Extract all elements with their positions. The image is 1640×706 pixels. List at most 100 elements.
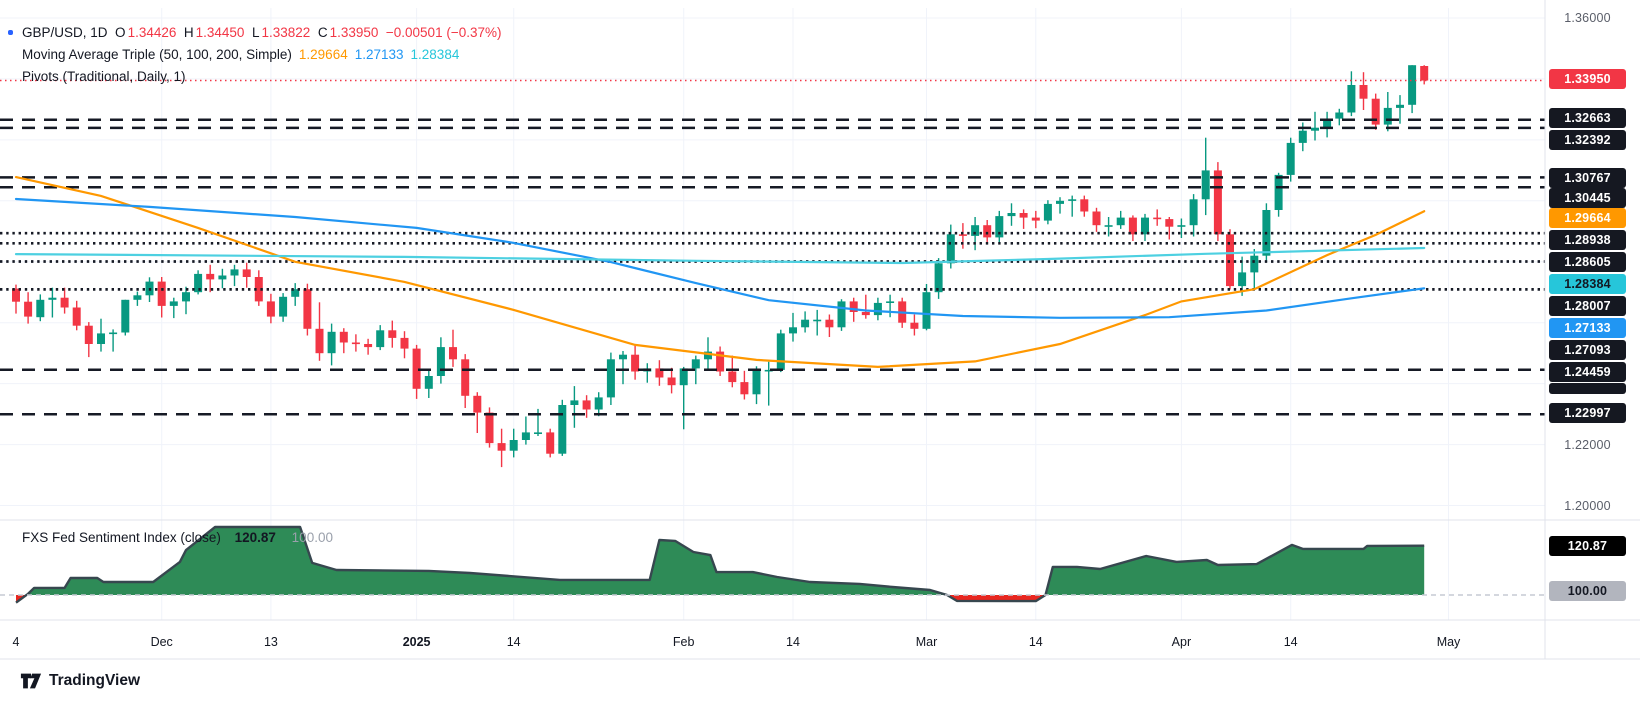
candle[interactable]: [570, 386, 579, 428]
candle[interactable]: [169, 297, 178, 319]
candle[interactable]: [1201, 137, 1210, 216]
candle[interactable]: [84, 322, 93, 358]
candle[interactable]: [1116, 210, 1125, 229]
candle[interactable]: [230, 264, 239, 287]
candle[interactable]: [254, 270, 263, 306]
candle[interactable]: [1177, 218, 1186, 239]
candle[interactable]: [558, 399, 567, 456]
candle[interactable]: [740, 370, 749, 400]
candle[interactable]: [1286, 137, 1295, 182]
candle[interactable]: [1335, 108, 1344, 126]
candle[interactable]: [631, 344, 640, 380]
candle[interactable]: [1019, 209, 1028, 229]
candle[interactable]: [1068, 195, 1077, 217]
candle[interactable]: [1104, 217, 1113, 237]
candle[interactable]: [133, 291, 142, 306]
candle[interactable]: [752, 366, 761, 405]
candle[interactable]: [1347, 71, 1356, 117]
candle[interactable]: [97, 318, 105, 352]
candle[interactable]: [728, 355, 737, 388]
candle[interactable]: [449, 329, 457, 367]
candle[interactable]: [934, 258, 943, 299]
candle[interactable]: [1165, 217, 1174, 240]
candle[interactable]: [48, 287, 57, 318]
candle[interactable]: [521, 416, 530, 445]
candle[interactable]: [242, 262, 251, 288]
candle[interactable]: [315, 302, 324, 361]
candle[interactable]: [886, 294, 895, 318]
candle[interactable]: [1043, 200, 1052, 225]
candle[interactable]: [279, 293, 288, 322]
candle[interactable]: [1396, 95, 1404, 124]
candle[interactable]: [1383, 92, 1392, 132]
candle[interactable]: [825, 314, 834, 338]
candle[interactable]: [1250, 249, 1259, 291]
candle[interactable]: [1213, 162, 1222, 241]
candle[interactable]: [922, 284, 931, 331]
candle[interactable]: [461, 354, 470, 408]
candle[interactable]: [60, 287, 69, 314]
candle[interactable]: [873, 297, 882, 321]
candle[interactable]: [606, 352, 615, 405]
candle[interactable]: [764, 361, 773, 406]
time-axis[interactable]: 4 Dec 13 2025 14 Feb 14 Mar 14 Apr 14 May: [0, 628, 1640, 658]
candle[interactable]: [473, 392, 482, 433]
candles[interactable]: [12, 65, 1429, 468]
candle[interactable]: [1056, 197, 1064, 214]
candle[interactable]: [424, 370, 433, 398]
candle[interactable]: [194, 270, 203, 295]
candle[interactable]: [266, 293, 275, 324]
candle[interactable]: [1408, 65, 1417, 114]
candle[interactable]: [72, 300, 81, 331]
candle[interactable]: [801, 311, 810, 333]
candle[interactable]: [388, 320, 397, 348]
candle[interactable]: [1153, 209, 1162, 226]
candle[interactable]: [1311, 111, 1319, 141]
candle[interactable]: [351, 334, 360, 352]
candle[interactable]: [1359, 72, 1368, 110]
candle[interactable]: [1031, 210, 1040, 229]
candle[interactable]: [36, 294, 45, 322]
candle[interactable]: [1371, 93, 1380, 130]
candle[interactable]: [861, 294, 870, 319]
candle[interactable]: [206, 264, 215, 293]
candle[interactable]: [121, 299, 130, 336]
candle[interactable]: [1420, 65, 1429, 85]
candle[interactable]: [412, 344, 421, 399]
candle[interactable]: [109, 329, 118, 352]
candle[interactable]: [376, 325, 385, 351]
candle[interactable]: [813, 309, 822, 336]
candle[interactable]: [24, 292, 33, 324]
candle[interactable]: [594, 392, 603, 417]
tradingview-logo[interactable]: TradingView: [20, 670, 140, 692]
candle[interactable]: [327, 323, 336, 366]
candle[interactable]: [1189, 194, 1198, 237]
candle[interactable]: [910, 314, 919, 336]
candle[interactable]: [679, 366, 688, 430]
price-scale[interactable]: 1.36000 1.33950 1.32663 1.32392 1.30767 1.304…: [0, 0, 1640, 660]
candle[interactable]: [303, 283, 312, 336]
candle[interactable]: [436, 337, 445, 384]
candle[interactable]: [691, 355, 700, 385]
candle[interactable]: [776, 329, 785, 373]
candle[interactable]: [1080, 195, 1089, 217]
candle[interactable]: [655, 360, 664, 386]
candle[interactable]: [339, 328, 348, 354]
candle[interactable]: [546, 428, 555, 458]
candle[interactable]: [995, 210, 1004, 245]
candle[interactable]: [291, 283, 300, 306]
candle[interactable]: [400, 331, 409, 359]
candle[interactable]: [667, 367, 676, 394]
candle[interactable]: [716, 346, 725, 377]
candle[interactable]: [218, 268, 227, 289]
candle[interactable]: [497, 428, 506, 468]
candle[interactable]: [1226, 229, 1234, 290]
candle[interactable]: [619, 351, 627, 385]
candle[interactable]: [789, 312, 797, 342]
candle[interactable]: [509, 428, 518, 458]
candle[interactable]: [1274, 172, 1283, 217]
candle[interactable]: [364, 338, 373, 355]
candle[interactable]: [582, 395, 591, 418]
candle[interactable]: [1092, 207, 1101, 232]
